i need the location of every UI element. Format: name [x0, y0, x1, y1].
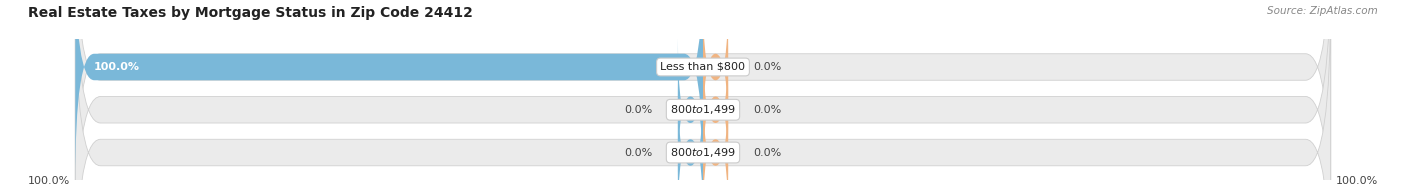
FancyBboxPatch shape: [678, 80, 703, 196]
Text: 100.0%: 100.0%: [1336, 176, 1378, 186]
Text: 0.0%: 0.0%: [624, 105, 652, 115]
FancyBboxPatch shape: [678, 37, 703, 182]
Text: 100.0%: 100.0%: [94, 62, 141, 72]
Text: 0.0%: 0.0%: [754, 148, 782, 158]
Text: $800 to $1,499: $800 to $1,499: [671, 146, 735, 159]
FancyBboxPatch shape: [76, 0, 1330, 196]
Text: $800 to $1,499: $800 to $1,499: [671, 103, 735, 116]
Text: Less than $800: Less than $800: [661, 62, 745, 72]
Text: 0.0%: 0.0%: [754, 105, 782, 115]
Text: 100.0%: 100.0%: [28, 176, 70, 186]
FancyBboxPatch shape: [703, 0, 728, 139]
FancyBboxPatch shape: [76, 0, 703, 182]
FancyBboxPatch shape: [76, 0, 1330, 196]
Text: Real Estate Taxes by Mortgage Status in Zip Code 24412: Real Estate Taxes by Mortgage Status in …: [28, 6, 472, 20]
FancyBboxPatch shape: [703, 80, 728, 196]
Text: 0.0%: 0.0%: [624, 148, 652, 158]
FancyBboxPatch shape: [703, 37, 728, 182]
Text: Source: ZipAtlas.com: Source: ZipAtlas.com: [1267, 6, 1378, 16]
FancyBboxPatch shape: [76, 0, 1330, 196]
Text: 0.0%: 0.0%: [754, 62, 782, 72]
